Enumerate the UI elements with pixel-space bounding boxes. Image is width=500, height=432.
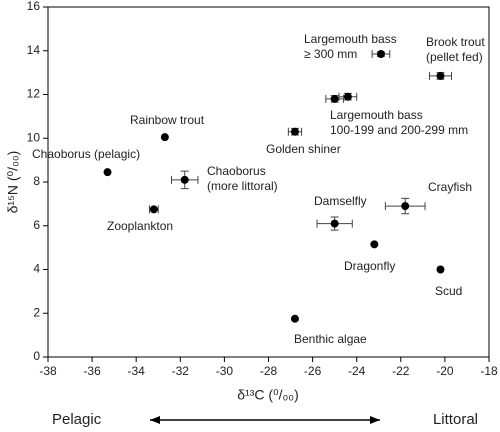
x-tick-label: -18 (480, 364, 498, 378)
point-label: Scud (435, 284, 462, 298)
point-label: (more littoral) (207, 179, 278, 193)
point-label: Chaoborus (207, 164, 266, 178)
x-axis-label: δ¹³C (⁰/₀₀) (237, 387, 299, 403)
x-tick-label: -30 (216, 364, 234, 378)
point-label: Brook trout (426, 35, 485, 49)
point (160, 133, 169, 142)
point-label: Zooplankton (107, 219, 173, 233)
point-label: Benthic algae (294, 332, 367, 346)
point (290, 127, 299, 136)
y-tick-label: 4 (33, 262, 40, 276)
point-label: Chaoborus (pelagic) (32, 147, 140, 161)
y-tick-label: 10 (27, 130, 41, 144)
y-tick-label: 6 (33, 218, 40, 232)
x-tick-label: -36 (83, 364, 101, 378)
y-axis-label: δ¹⁵N (⁰/₀₀) (5, 151, 21, 214)
point-label: (pellet fed) (426, 50, 483, 64)
x-tick-label: -38 (39, 364, 57, 378)
x-tick-label: -20 (436, 364, 454, 378)
point-label: 100-199 and 200-299 mm (330, 123, 468, 137)
point-label: ≥ 300 mm (304, 47, 357, 61)
x-tick-label: -32 (172, 364, 190, 378)
point-label: Largemouth bass (330, 108, 423, 122)
y-tick-label: 16 (27, 0, 41, 13)
point (401, 202, 410, 211)
x-tick-label: -34 (128, 364, 146, 378)
point (149, 205, 158, 214)
point (343, 92, 352, 101)
x-tick-label: -26 (304, 364, 322, 378)
point (436, 71, 445, 80)
point-label: Crayfish (428, 180, 472, 194)
point-label: Damselfly (314, 194, 367, 208)
point (370, 240, 379, 249)
littoral-label: Littoral (433, 411, 478, 428)
y-tick-label: 14 (27, 43, 41, 57)
y-tick-label: 12 (27, 87, 41, 101)
y-tick-label: 2 (33, 305, 40, 319)
x-tick-label: -28 (260, 364, 278, 378)
pelagic-label: Pelagic (52, 411, 102, 428)
point (376, 50, 385, 59)
point (290, 314, 299, 323)
point (436, 265, 445, 274)
x-tick-label: -24 (348, 364, 366, 378)
point (330, 94, 339, 103)
point (330, 219, 339, 228)
point-label: Dragonfly (344, 259, 395, 273)
point-label: Rainbow trout (130, 113, 205, 127)
point (103, 168, 112, 177)
point-label: Golden shiner (266, 142, 341, 156)
point-label: Largemouth bass (304, 32, 397, 46)
point (180, 175, 189, 184)
x-tick-label: -22 (392, 364, 410, 378)
y-tick-label: 0 (33, 349, 40, 363)
y-tick-label: 8 (33, 174, 40, 188)
